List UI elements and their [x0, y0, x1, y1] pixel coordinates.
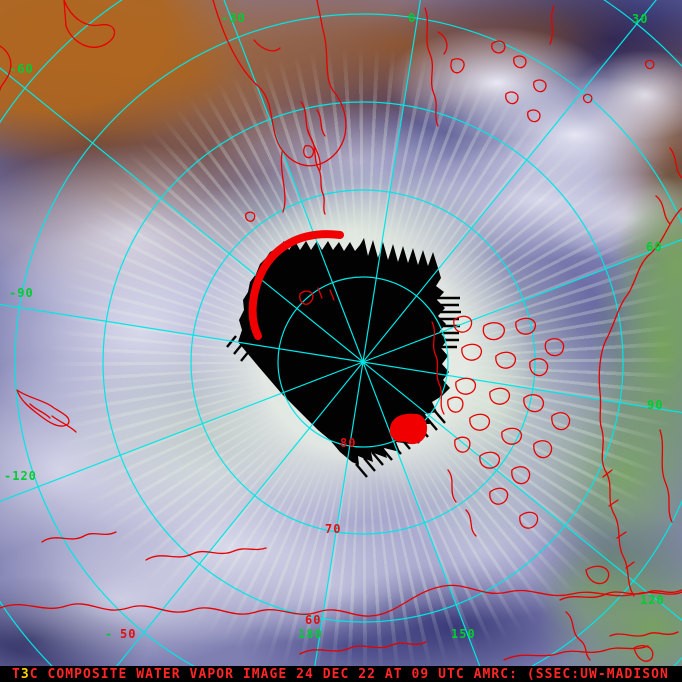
saturated-pixels-blob	[389, 413, 428, 445]
missing-data-region	[238, 238, 450, 465]
latitude-label-80: 80	[340, 436, 357, 450]
meridian-line	[362, 361, 682, 414]
latitude-circle	[190, 189, 536, 535]
longitude-label-180: 180	[298, 627, 323, 641]
meridian-line	[0, 67, 364, 363]
meridian-line	[362, 0, 421, 363]
meridian-line	[116, 361, 364, 666]
limb-artifact-arc	[248, 230, 344, 340]
map-features-layer	[0, 0, 682, 662]
polar-composite-map: 0 30 60 90 120 150 180 -30 -60 -90 -120 - 80 70 60 50	[0, 0, 682, 666]
latitude-circle	[102, 101, 624, 623]
coastlines	[0, 0, 682, 662]
longitude-label-90: 90	[647, 398, 664, 412]
latitude-label-70: 70	[325, 522, 342, 536]
latitude-circle	[14, 13, 682, 666]
longitude-label--90: -90	[9, 286, 34, 300]
longitude-label-150: 150	[451, 627, 476, 641]
longitude-label--30: -30	[221, 11, 246, 25]
longitude-label-60: 60	[646, 240, 663, 254]
meridian-line	[362, 361, 481, 666]
latitude-circle	[277, 276, 449, 448]
longitude-label-120: 120	[640, 593, 665, 607]
longitude-label-0: 0	[408, 11, 417, 25]
meridian-line	[362, 238, 682, 363]
meridian-line	[0, 303, 364, 363]
caption-channel-digit: 3	[20, 666, 30, 682]
latitude-label-60: 60	[305, 613, 322, 627]
longitude-label--120: -120	[4, 469, 37, 483]
meridian-line	[0, 361, 364, 502]
meridian-line	[362, 0, 657, 363]
longitude-label--: -	[105, 627, 114, 641]
latitude-label-50: 50	[120, 627, 137, 641]
meridian-line	[223, 0, 364, 363]
caption-text: C COMPOSITE WATER VAPOR IMAGE 24 DEC 22 …	[29, 666, 669, 682]
meridian-line	[314, 361, 364, 666]
latlon-grid	[0, 0, 682, 666]
longitude-label--60: -60	[9, 62, 34, 76]
missing-data-layer	[226, 238, 461, 478]
meridian-line	[362, 361, 682, 622]
caption-prefix: T	[12, 666, 21, 682]
longitude-label-30: 30	[632, 12, 649, 26]
